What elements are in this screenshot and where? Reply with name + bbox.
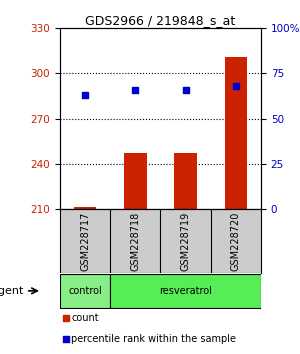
Point [183,87,188,92]
Bar [225,57,247,209]
Text: GSM228718: GSM228718 [130,211,140,270]
Bar [74,207,96,209]
Text: agent: agent [0,286,24,296]
Text: GSM228720: GSM228720 [231,211,241,270]
Point [133,87,138,92]
Text: GSM228719: GSM228719 [181,211,190,270]
Bar [174,153,197,209]
Bar [110,274,261,308]
Point [83,92,88,98]
Bar [60,274,110,308]
Point [233,83,238,89]
Text: control: control [68,286,102,296]
Title: GDS2966 / 219848_s_at: GDS2966 / 219848_s_at [85,14,236,27]
Text: count: count [71,313,99,323]
Bar [124,153,147,209]
Text: percentile rank within the sample: percentile rank within the sample [71,334,236,344]
Text: resveratrol: resveratrol [159,286,212,296]
Point [64,315,68,321]
Text: GSM228717: GSM228717 [80,211,90,270]
Point [64,336,68,342]
